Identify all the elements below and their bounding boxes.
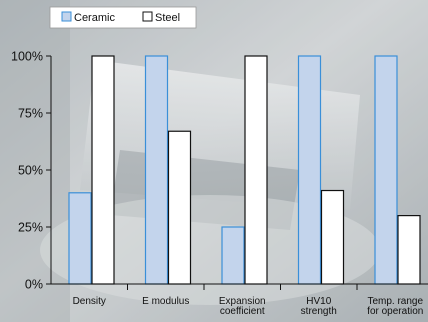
y-tick-label: 100% <box>11 50 43 64</box>
y-axis: 0% 25% 50% 75% 100% <box>11 50 52 292</box>
bar-steel <box>320 189 345 285</box>
bar-ceramic <box>374 55 398 285</box>
legend-swatch-steel <box>142 11 153 22</box>
bar-steel <box>244 55 268 285</box>
legend-label-ceramic: Ceramic <box>74 12 115 24</box>
y-tick-label: 0% <box>25 278 43 292</box>
bar-ceramic <box>221 226 245 285</box>
y-tick-label: 50% <box>18 164 43 178</box>
legend-label-steel: Steel <box>155 12 180 24</box>
bar-ceramic <box>297 55 322 285</box>
bar-steel <box>167 130 192 285</box>
x-category-label: Temp. range <box>367 296 423 307</box>
x-category-label: HV10 <box>306 296 331 307</box>
x-category-label: for operation <box>367 306 423 317</box>
x-category-label: E modulus <box>142 296 189 307</box>
bars <box>68 55 421 285</box>
legend-swatch-ceramic <box>61 11 72 22</box>
bar-ceramic <box>144 55 169 285</box>
x-category-label: coefficient <box>220 306 265 317</box>
bar-steel <box>397 215 421 285</box>
x-category-label: Expansion <box>219 296 266 307</box>
bar-ceramic <box>68 192 92 285</box>
x-category-label: strength <box>301 306 337 317</box>
y-tick-label: 25% <box>18 221 43 235</box>
y-tick-label: 75% <box>18 107 43 121</box>
legend: Ceramic Steel <box>49 6 197 29</box>
bar-steel <box>91 55 115 285</box>
legend-box <box>49 6 197 29</box>
x-category-label: Density <box>73 296 106 307</box>
